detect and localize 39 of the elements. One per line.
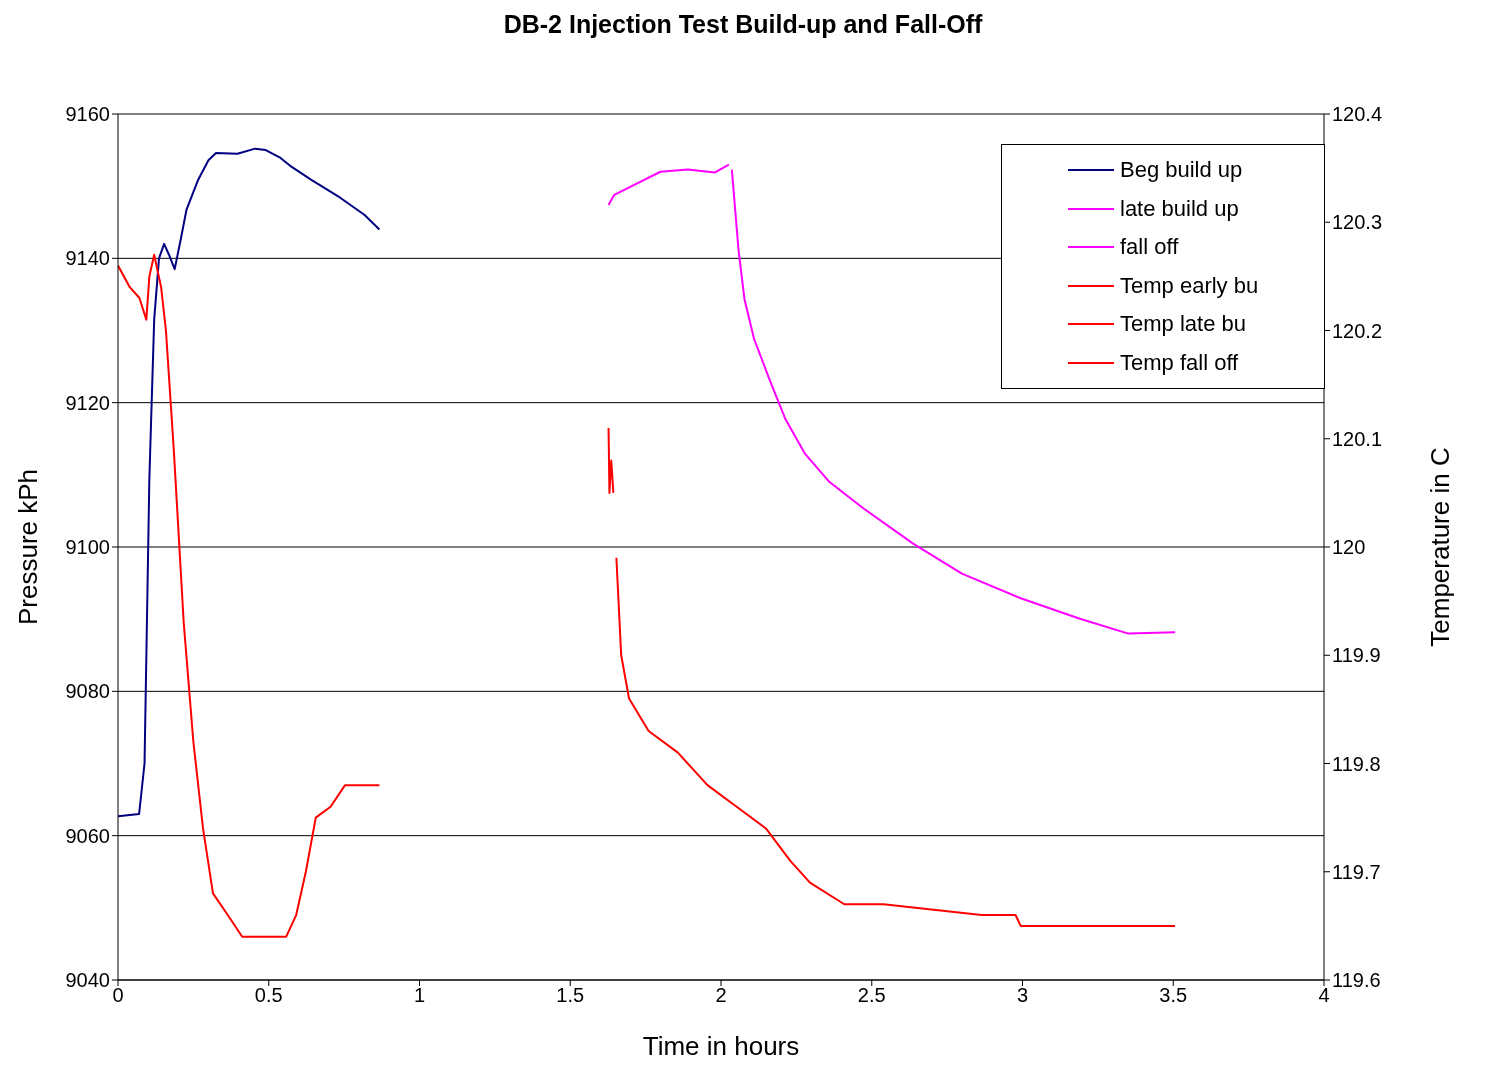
y-tick-label: 9160 — [65, 103, 110, 126]
line-series — [615, 556, 1177, 927]
y2-tick-label: 120.1 — [1332, 427, 1383, 450]
y-tick-label: 9140 — [65, 247, 110, 270]
y2-tick-label: 119.6 — [1332, 969, 1381, 992]
y2-tick-label: 120.4 — [1332, 103, 1383, 126]
line-series — [607, 163, 730, 206]
x-axis-title: Time in hours — [642, 1031, 800, 1061]
y-tick-label: 9080 — [65, 680, 110, 703]
line-series — [118, 147, 381, 818]
y-tick-label: 9040 — [65, 969, 110, 992]
x-tick-label: 3 — [1016, 984, 1029, 1007]
x-tick-label: 1.5 — [556, 984, 585, 1007]
legend-label: late build up — [1120, 195, 1239, 222]
line-series — [118, 253, 381, 938]
y2-tick-label: 120 — [1332, 536, 1366, 559]
y-tick-label: 9100 — [65, 536, 110, 559]
y-tick-label: 9120 — [65, 391, 110, 414]
legend-label: Temp late bu — [1120, 311, 1246, 338]
x-tick-label: 1 — [413, 984, 426, 1007]
x-tick-label: 2.5 — [857, 984, 886, 1007]
legend-label: fall off — [1120, 234, 1179, 261]
y2-axis-title: Temperature in C — [1425, 447, 1456, 647]
legend-label: Beg build up — [1120, 157, 1243, 184]
x-tick-label: 4 — [1318, 984, 1330, 1007]
legend-label: Temp fall off — [1120, 349, 1239, 376]
y2-tick-label: 120.3 — [1332, 211, 1383, 234]
y2-tick-label: 119.7 — [1332, 860, 1381, 883]
y-tick-label: 9060 — [65, 824, 110, 847]
chart-title: DB-2 Injection Test Build-up and Fall-Off — [502, 9, 984, 40]
y2-tick-label: 120.2 — [1332, 319, 1383, 342]
x-tick-label: 0.5 — [254, 984, 283, 1007]
y2-tick-label: 119.9 — [1332, 644, 1381, 667]
y2-tick-label: 119.8 — [1332, 752, 1381, 775]
x-tick-label: 0 — [112, 984, 124, 1007]
legend-label: Temp early bu — [1120, 272, 1259, 299]
x-tick-label: 2 — [715, 984, 727, 1007]
y-axis-title: Pressure kPh — [13, 468, 44, 626]
x-tick-label: 3.5 — [1159, 984, 1188, 1007]
